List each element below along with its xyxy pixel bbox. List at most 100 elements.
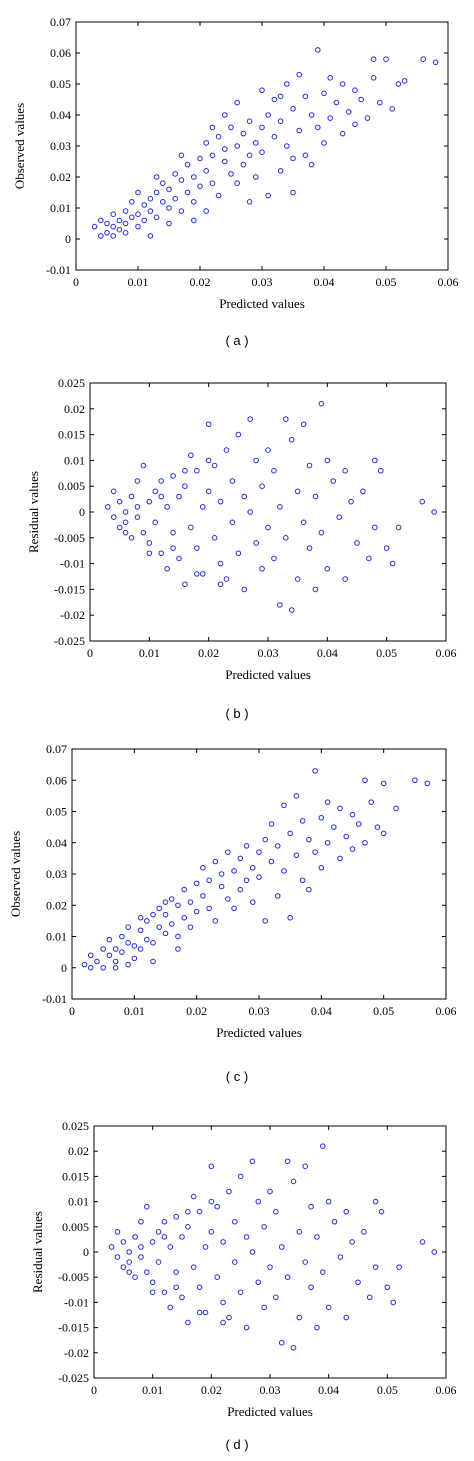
data-point xyxy=(81,961,88,968)
data-point xyxy=(185,1224,191,1230)
data-point xyxy=(116,226,123,233)
data-point xyxy=(419,1239,426,1245)
data-point xyxy=(327,75,334,81)
data-point xyxy=(100,964,106,971)
data-point xyxy=(228,171,234,177)
y-tick-label: -0.005 xyxy=(54,531,85,545)
data-point xyxy=(320,1143,326,1149)
data-point xyxy=(293,852,300,859)
data-point xyxy=(166,186,172,193)
data-point xyxy=(122,529,129,536)
x-tick-label: 0.04 xyxy=(314,275,335,289)
data-point xyxy=(202,1244,209,1250)
data-point xyxy=(424,780,431,787)
y-tick-label: -0.01 xyxy=(64,1295,89,1309)
data-point xyxy=(284,143,290,149)
data-point xyxy=(167,1244,174,1250)
data-point xyxy=(290,155,296,162)
data-point xyxy=(271,555,277,562)
data-point xyxy=(100,946,106,952)
data-point xyxy=(194,467,200,474)
x-axis-label: Predicted values xyxy=(227,1404,313,1419)
caption-a: ( a ) xyxy=(225,333,249,348)
data-point xyxy=(146,550,153,557)
data-point xyxy=(141,217,147,224)
data-point xyxy=(284,1274,291,1280)
data-point xyxy=(132,1274,138,1280)
data-point xyxy=(314,1234,320,1240)
data-point xyxy=(223,447,230,453)
data-point xyxy=(137,914,144,921)
data-point xyxy=(172,171,178,177)
data-point xyxy=(160,199,166,205)
data-point xyxy=(182,483,188,489)
data-point xyxy=(147,195,154,202)
data-point xyxy=(234,99,240,106)
data-point xyxy=(352,121,358,128)
data-point xyxy=(196,1284,203,1291)
x-tick-label: 0.05 xyxy=(373,1004,394,1018)
plot-frame xyxy=(89,382,447,642)
y-tick-label: 0.06 xyxy=(50,46,71,60)
data-point xyxy=(296,1229,303,1235)
data-point xyxy=(203,208,209,214)
data-point xyxy=(333,99,340,106)
y-tick-label: 0.06 xyxy=(46,773,67,787)
data-point xyxy=(412,777,418,784)
chart-panel-a: 0 0.01 0.02 0.03 0.04 0.05 0.06 -0.01 0 0.01 0.02 0… xyxy=(0,0,474,330)
data-point xyxy=(290,189,296,196)
data-point xyxy=(200,893,206,899)
data-point xyxy=(209,152,216,159)
data-point xyxy=(259,87,265,93)
data-point xyxy=(193,880,200,887)
data-point xyxy=(241,586,248,593)
data-point xyxy=(144,1203,150,1210)
data-point xyxy=(362,839,368,846)
data-point xyxy=(126,1259,132,1265)
y-tick-label: -0.025 xyxy=(58,1371,89,1385)
y-tick-label: -0.01 xyxy=(46,263,71,277)
plot-frame xyxy=(75,21,449,271)
data-point xyxy=(110,514,117,520)
data-point xyxy=(199,571,206,577)
data-point xyxy=(308,112,315,118)
data-point xyxy=(110,488,117,495)
data-point xyxy=(162,911,169,918)
data-point xyxy=(240,161,247,168)
x-tick-label: 0.03 xyxy=(258,646,279,660)
data-point xyxy=(178,177,185,183)
data-point xyxy=(135,223,141,230)
data-point xyxy=(348,498,354,505)
data-point xyxy=(268,858,275,865)
data-point xyxy=(342,576,348,582)
data-point xyxy=(191,217,197,224)
data-point xyxy=(135,189,141,196)
data-point xyxy=(225,896,231,902)
data-point xyxy=(122,208,129,214)
data-point xyxy=(222,158,228,165)
data-point xyxy=(170,529,176,536)
data-point xyxy=(283,416,289,422)
data-point xyxy=(336,514,343,520)
x-tick-label: 0.02 xyxy=(201,1383,222,1397)
data-point xyxy=(149,1289,156,1296)
data-point xyxy=(128,535,135,541)
data-point xyxy=(237,855,244,862)
data-point xyxy=(220,1239,226,1245)
data-point xyxy=(203,140,209,146)
data-point xyxy=(188,524,194,531)
data-point xyxy=(162,930,169,937)
data-point xyxy=(259,149,265,155)
data-point xyxy=(215,192,222,199)
data-point xyxy=(302,1163,309,1170)
x-tick-label: 0.03 xyxy=(249,1004,270,1018)
data-point xyxy=(247,509,253,515)
data-point xyxy=(134,514,141,520)
data-point xyxy=(155,1229,162,1235)
data-point xyxy=(150,911,156,918)
data-point xyxy=(122,220,129,227)
data-point xyxy=(91,223,98,230)
data-point xyxy=(281,802,287,809)
data-point xyxy=(125,961,131,968)
data-point xyxy=(267,1188,273,1195)
